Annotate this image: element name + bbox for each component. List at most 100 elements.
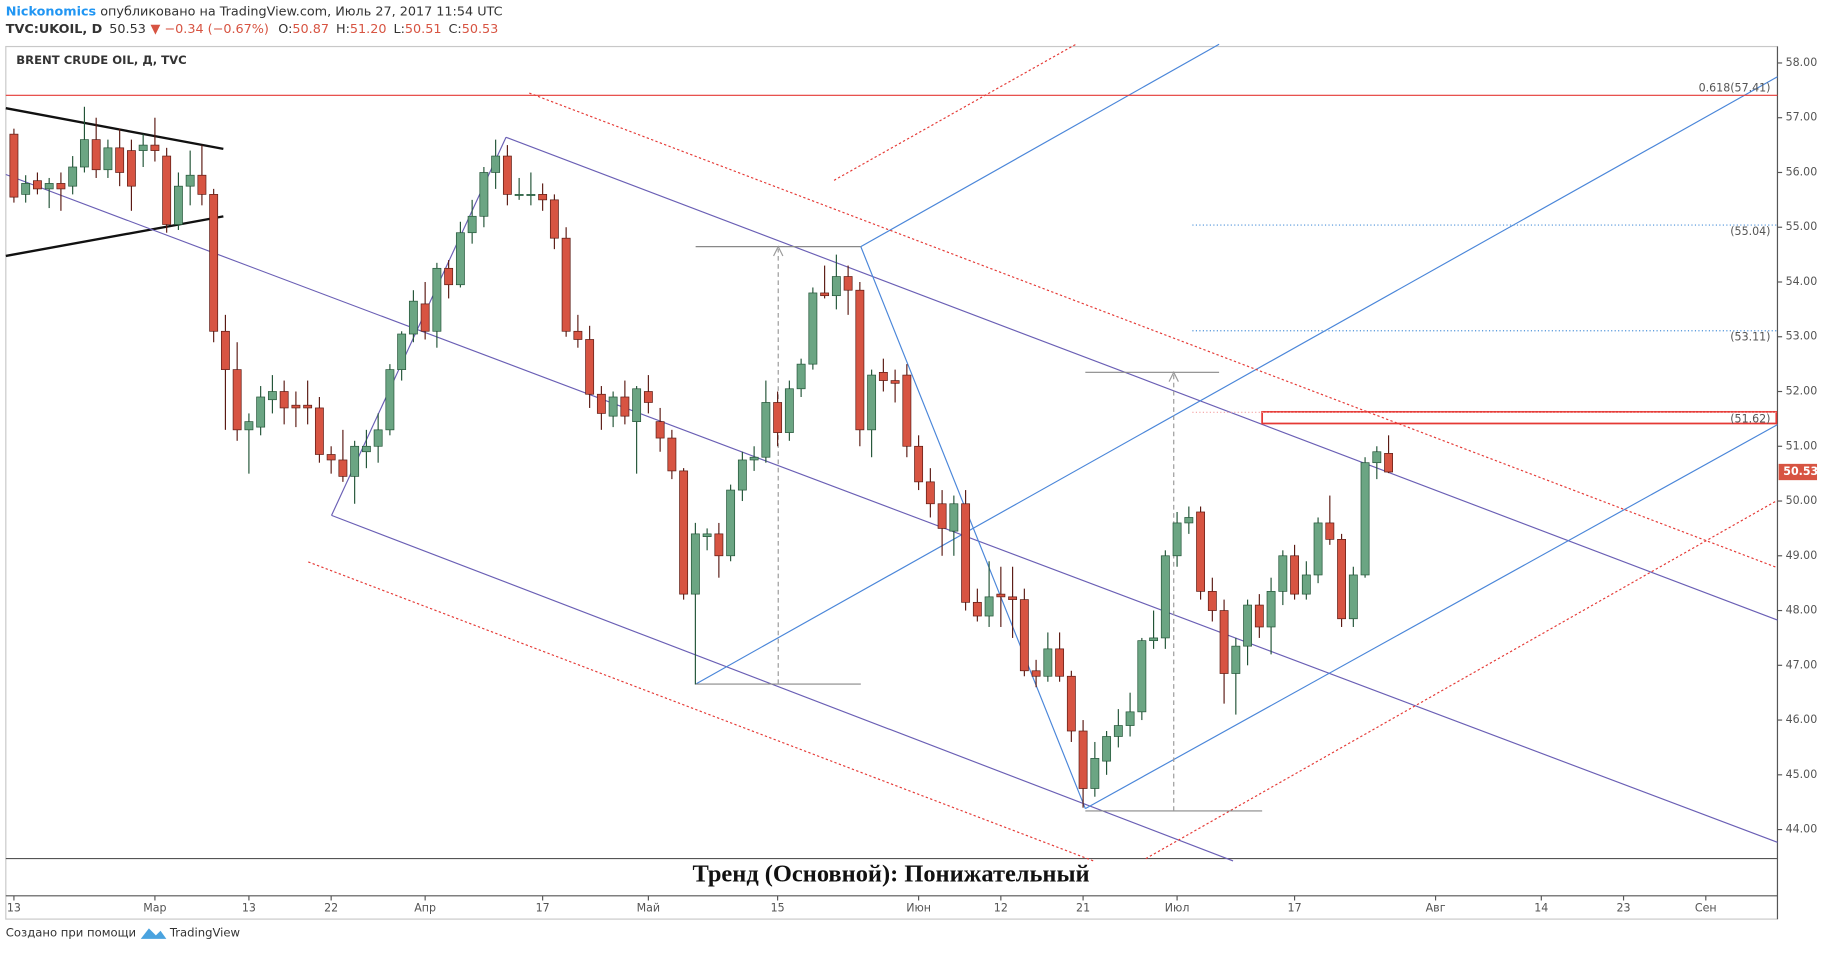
candle-body (702, 533, 712, 537)
last-price-label: 50.53 (1783, 465, 1818, 478)
candle-body (1149, 637, 1159, 642)
candle-body (1325, 522, 1335, 540)
x-tick-label: Сен (1695, 902, 1717, 915)
candle-body (197, 174, 207, 195)
candle-body (397, 333, 407, 370)
y-tick-label: 53.00 (1786, 330, 1818, 343)
x-tick-label: 13 (242, 902, 256, 915)
candle-body (232, 369, 242, 431)
y-tick-label: 58.00 (1786, 56, 1818, 69)
author[interactable]: Nickonomics (6, 4, 96, 19)
candle-body (1031, 670, 1041, 677)
candle-body (1043, 648, 1053, 677)
candle-body (1384, 453, 1393, 473)
candle-body (1348, 574, 1358, 620)
symbol: TVC:UKOIL, D (6, 22, 102, 37)
header-line: Nickonomics опубликовано на TradingView.… (6, 4, 503, 19)
candle-body (1290, 555, 1300, 595)
candle-body (502, 155, 512, 195)
candle-body (33, 180, 42, 190)
fib-label: 0.618(57.41) (1699, 81, 1771, 94)
tradingview-logo (140, 928, 167, 939)
candle-body (1196, 511, 1206, 592)
candle-body (1019, 599, 1029, 672)
candle-body (408, 300, 418, 335)
candle-body (984, 596, 994, 617)
ohlc-label: L: (393, 22, 404, 37)
candle-body (1055, 648, 1065, 677)
candle-body (1125, 711, 1135, 726)
candle-body (643, 391, 653, 403)
dotted-line (1145, 499, 1778, 860)
candle-body (1066, 675, 1076, 732)
candle-body (655, 421, 665, 439)
ohlc-label: O: (278, 22, 292, 37)
arrow-head (773, 245, 784, 257)
candle-body (361, 445, 371, 453)
y-tick-label: 44.00 (1786, 823, 1818, 836)
candle-body (56, 183, 66, 190)
candle-body (185, 174, 195, 187)
candle-body (138, 144, 148, 151)
x-tick-label: 13 (7, 902, 21, 915)
candle-body (326, 454, 336, 461)
chart-frame (5, 45, 1779, 920)
x-tick-label: 12 (994, 902, 1008, 915)
candle-body (867, 374, 877, 431)
channel-line (331, 514, 1234, 862)
last-price-box (1778, 463, 1818, 481)
candle-body (1337, 539, 1346, 620)
candle-body (773, 402, 783, 433)
candle-body (1313, 522, 1323, 576)
candle-body (1372, 451, 1382, 464)
ohlc-value: 50.87 (292, 22, 329, 37)
candle-body (1254, 604, 1264, 628)
candle-body (103, 147, 113, 171)
candle-body (338, 459, 348, 477)
candle-body (855, 289, 865, 431)
y-tick-label: 54.00 (1786, 275, 1818, 288)
candle-body (173, 185, 183, 225)
candle-body (949, 503, 959, 532)
fib-label: (53.11) (1730, 331, 1770, 344)
y-tick-label: 48.00 (1786, 604, 1818, 617)
y-tick-label: 46.00 (1786, 713, 1818, 726)
candle-body (373, 429, 383, 447)
candle-body (878, 371, 888, 381)
x-tick-label: 21 (1076, 902, 1090, 915)
channel-line (860, 43, 1220, 248)
candle-body (796, 363, 806, 390)
resistance-zone (1261, 410, 1778, 425)
x-tick-label: 22 (324, 902, 338, 915)
ohlc-label: C: (448, 22, 461, 37)
candle-body (1113, 725, 1123, 737)
candle-body (150, 144, 160, 151)
last: 50.53 (109, 22, 146, 37)
channel-line (5, 173, 1778, 843)
y-tick-label: 52.00 (1786, 385, 1818, 398)
candle-body (21, 183, 31, 195)
candle-body (350, 445, 360, 477)
candle-body (737, 459, 747, 491)
candle-body (79, 139, 89, 168)
footer-text: Создано при помощи (6, 926, 136, 940)
y-tick-label: 51.00 (1786, 439, 1818, 452)
dotted-line (833, 43, 1077, 181)
candle-body (1360, 462, 1370, 576)
candle-body (9, 133, 19, 198)
x-tick-label: Апр (414, 902, 436, 915)
candle-body (1231, 645, 1241, 674)
candle-body (314, 407, 324, 455)
pitchfork-handle (331, 137, 507, 516)
candle-body (573, 330, 583, 340)
candle-body (831, 276, 841, 297)
footer-brand[interactable]: TradingView (169, 926, 241, 940)
fib-label: (51.62) (1730, 412, 1770, 425)
candle-body (303, 404, 313, 409)
candle-body (479, 172, 489, 217)
candle-body (1137, 640, 1147, 713)
candle-body (467, 215, 477, 234)
candle-body (291, 404, 301, 409)
trend-note: Тренд (Основной): Понижательный (692, 861, 1089, 888)
candle-body (714, 533, 724, 557)
